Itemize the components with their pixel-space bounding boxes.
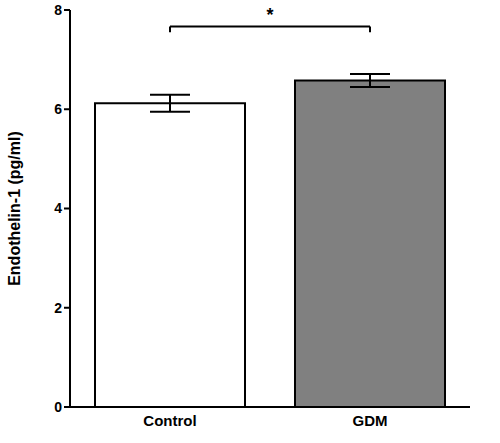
svg-text:6: 6 xyxy=(54,101,62,117)
svg-text:*: * xyxy=(266,5,273,25)
svg-text:2: 2 xyxy=(54,300,62,316)
svg-text:0: 0 xyxy=(54,399,62,415)
svg-text:8: 8 xyxy=(54,2,62,18)
svg-text:GDM: GDM xyxy=(353,412,388,429)
svg-text:Control: Control xyxy=(143,412,196,429)
svg-text:4: 4 xyxy=(54,200,62,216)
svg-text:Endothelin-1 (pg/ml): Endothelin-1 (pg/ml) xyxy=(8,131,23,286)
